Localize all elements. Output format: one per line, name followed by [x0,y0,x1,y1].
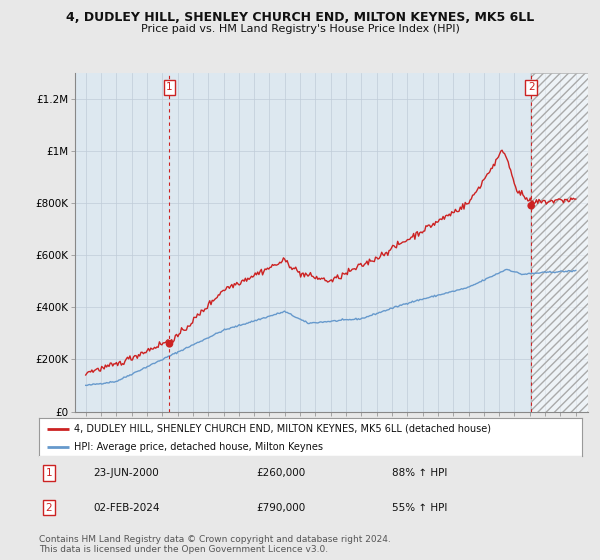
Text: 1: 1 [166,82,173,92]
Text: 23-JUN-2000: 23-JUN-2000 [94,468,159,478]
Text: Price paid vs. HM Land Registry's House Price Index (HPI): Price paid vs. HM Land Registry's House … [140,24,460,34]
Text: 2: 2 [528,82,535,92]
Point [164,339,174,348]
Text: 4, DUDLEY HILL, SHENLEY CHURCH END, MILTON KEYNES, MK5 6LL (detached house): 4, DUDLEY HILL, SHENLEY CHURCH END, MILT… [74,424,491,434]
Bar [531,73,588,412]
Text: 4, DUDLEY HILL, SHENLEY CHURCH END, MILTON KEYNES, MK5 6LL: 4, DUDLEY HILL, SHENLEY CHURCH END, MILT… [66,11,534,24]
Text: £260,000: £260,000 [256,468,305,478]
Text: 02-FEB-2024: 02-FEB-2024 [94,503,160,513]
Text: 2: 2 [46,503,52,513]
Bar [531,73,588,412]
Text: HPI: Average price, detached house, Milton Keynes: HPI: Average price, detached house, Milt… [74,442,323,452]
Text: 1: 1 [46,468,52,478]
Text: 88% ↑ HPI: 88% ↑ HPI [392,468,448,478]
Text: 55% ↑ HPI: 55% ↑ HPI [392,503,448,513]
Text: £790,000: £790,000 [256,503,305,513]
Text: Contains HM Land Registry data © Crown copyright and database right 2024.
This d: Contains HM Land Registry data © Crown c… [39,535,391,554]
Point [526,201,536,210]
